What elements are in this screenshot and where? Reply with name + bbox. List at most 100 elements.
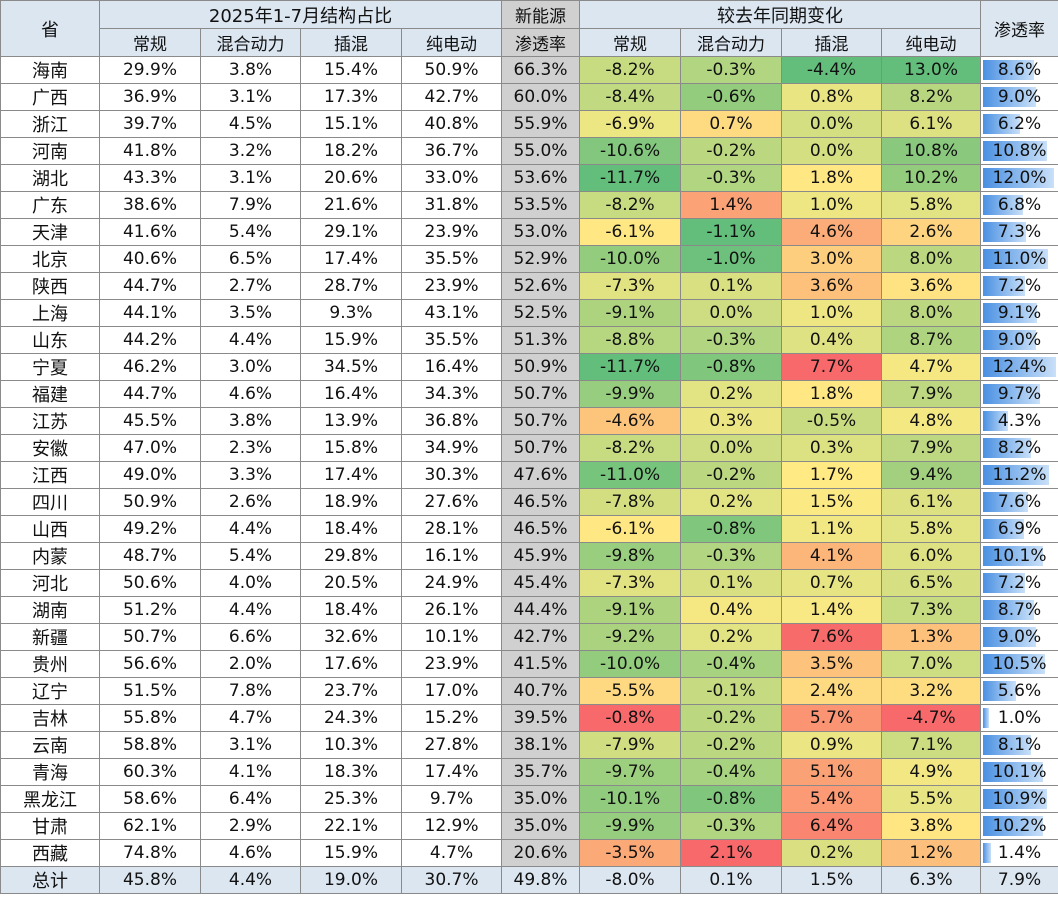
province-cell: 山东 [0, 326, 100, 354]
regular-share-cell: 47.0% [99, 434, 201, 462]
regular-share-cell: 38.6% [99, 191, 201, 219]
bev-share-cell: 30.3% [400, 461, 503, 489]
bev-change-cell: 7.0% [881, 650, 982, 678]
penetration-change-cell: 1.0% [980, 704, 1058, 732]
phev-change-cell: 1.7% [781, 461, 883, 489]
regular-share-cell: 51.5% [99, 677, 201, 705]
bev-change-cell: 4.8% [881, 407, 982, 435]
penetration-change-value: 10.9% [992, 789, 1047, 809]
penetration-data-bar [983, 195, 1024, 215]
regular-share-cell: 29.9% [99, 56, 201, 84]
phev-share-cell: 28.7% [300, 272, 402, 300]
regular-share-cell: 45.8% [99, 866, 201, 894]
bev-share-cell: 9.7% [400, 785, 503, 813]
phev-share-cell: 13.9% [300, 407, 402, 435]
regular-change-cell: -11.0% [579, 461, 682, 489]
table-row: 甘肃 62.1% 2.9% 22.1% 12.9% 35.0% -9.9% -0.3% 6.4%… [0, 812, 1058, 840]
regular-change-cell: -9.7% [579, 758, 682, 786]
table-row: 吉林 55.8% 4.7% 24.3% 15.2% 39.5% -0.8% -0.2% 5.7%… [0, 704, 1058, 732]
province-cell: 北京 [0, 245, 100, 273]
phev-share-cell: 18.4% [300, 596, 402, 624]
regular-change-cell: -8.2% [579, 191, 682, 219]
phev-share-cell: 15.1% [300, 110, 402, 138]
regular-change-cell: -5.5% [579, 677, 682, 705]
province-cell: 贵州 [0, 650, 100, 678]
phev-share-cell: 18.3% [300, 758, 402, 786]
penetration-data-bar [983, 87, 1037, 107]
phev-share-cell: 18.2% [300, 137, 402, 165]
regular-change-cell: -0.8% [579, 704, 682, 732]
bev-change-cell: 3.8% [881, 812, 982, 840]
header-nev-top: 新能源 [501, 0, 581, 29]
hybrid-change-cell: 1.4% [680, 191, 783, 219]
bev-change-cell: 6.3% [881, 866, 982, 894]
nev-penetration-cell: 55.9% [501, 110, 581, 138]
bev-share-cell: 35.5% [400, 245, 503, 273]
regular-change-cell: -10.0% [579, 245, 682, 273]
penetration-change-cell: 5.6% [980, 677, 1058, 705]
nev-penetration-cell: 35.0% [501, 812, 581, 840]
regular-share-cell: 74.8% [99, 839, 201, 867]
penetration-change-cell: 10.2% [980, 812, 1058, 840]
bev-change-cell: 7.9% [881, 434, 982, 462]
penetration-change-value: 9.1% [997, 303, 1042, 323]
table-row: 安徽 47.0% 2.3% 15.8% 34.9% 50.7% -8.2% 0.0% 0.3% 7… [0, 434, 1058, 462]
hybrid-change-cell: 0.0% [680, 299, 783, 327]
table-row: 河南 41.8% 3.2% 18.2% 36.7% 55.0% -10.6% -0.2% 0.0… [0, 137, 1058, 165]
province-cell: 海南 [0, 56, 100, 84]
table-row: 浙江 39.7% 4.5% 15.1% 40.8% 55.9% -6.9% 0.7% 0.0% 6… [0, 110, 1058, 138]
regular-share-cell: 41.6% [99, 218, 201, 246]
penetration-change-value: 7.3% [997, 222, 1042, 242]
hybrid-change-cell: -0.2% [680, 704, 783, 732]
nev-penetration-cell: 53.0% [501, 218, 581, 246]
phev-share-cell: 15.9% [300, 839, 402, 867]
province-cell: 吉林 [0, 704, 100, 732]
penetration-data-bar [983, 843, 992, 863]
phev-change-cell: 3.0% [781, 245, 883, 273]
penetration-change-value: 11.0% [992, 249, 1047, 269]
phev-change-cell: 0.2% [781, 839, 883, 867]
phev-change-cell: 6.4% [781, 812, 883, 840]
table-row: 海南 29.9% 3.8% 15.4% 50.9% 66.3% -8.2% -0.3% -4.4… [0, 56, 1058, 84]
regular-change-cell: -6.1% [579, 515, 682, 543]
nev-penetration-cell: 55.0% [501, 137, 581, 165]
phev-share-cell: 32.6% [300, 623, 402, 651]
nev-penetration-cell: 45.9% [501, 542, 581, 570]
bev-share-cell: 36.8% [400, 407, 503, 435]
phev-change-cell: 1.4% [781, 596, 883, 624]
penetration-data-bar [983, 60, 1034, 80]
nev-penetration-cell: 39.5% [501, 704, 581, 732]
table-row: 福建 44.7% 4.6% 16.4% 34.3% 50.7% -9.9% 0.2% 1.8% 7… [0, 380, 1058, 408]
hybrid-share-cell: 7.8% [200, 677, 301, 705]
nev-penetration-cell: 47.6% [501, 461, 581, 489]
penetration-change-value: 10.5% [992, 654, 1047, 674]
regular-share-cell: 58.6% [99, 785, 201, 813]
table-row: 江苏 45.5% 3.8% 13.9% 36.8% 50.7% -4.6% 0.3% -0.5%… [0, 407, 1058, 435]
hybrid-change-cell: -0.4% [680, 758, 783, 786]
penetration-change-cell: 8.2% [980, 434, 1058, 462]
phev-change-cell: 5.1% [781, 758, 883, 786]
phev-change-cell: 7.6% [781, 623, 883, 651]
bev-change-cell: 7.1% [881, 731, 982, 759]
regular-share-cell: 55.8% [99, 704, 201, 732]
penetration-data-bar [983, 492, 1028, 512]
penetration-data-bar [983, 303, 1037, 323]
hybrid-share-cell: 4.7% [200, 704, 301, 732]
phev-share-cell: 18.9% [300, 488, 402, 516]
bev-share-cell: 31.8% [400, 191, 503, 219]
penetration-change-cell: 7.3% [980, 218, 1058, 246]
bev-change-cell: 8.0% [881, 299, 982, 327]
nev-penetration-cell: 60.0% [501, 83, 581, 111]
regular-change-cell: -3.5% [579, 839, 682, 867]
hybrid-change-cell: -0.3% [680, 164, 783, 192]
regular-change-cell: -7.8% [579, 488, 682, 516]
bev-share-cell: 27.8% [400, 731, 503, 759]
phev-change-cell: 0.3% [781, 434, 883, 462]
table-row: 陕西 44.7% 2.7% 28.7% 23.9% 52.6% -7.3% 0.1% 3.6% 3… [0, 272, 1058, 300]
bev-share-cell: 17.0% [400, 677, 503, 705]
province-cell: 河北 [0, 569, 100, 597]
bev-change-cell: 9.4% [881, 461, 982, 489]
regular-change-cell: -10.0% [579, 650, 682, 678]
regular-share-cell: 50.7% [99, 623, 201, 651]
table-row: 贵州 56.6% 2.0% 17.6% 23.9% 41.5% -10.0% -0.4% 3.5… [0, 650, 1058, 678]
